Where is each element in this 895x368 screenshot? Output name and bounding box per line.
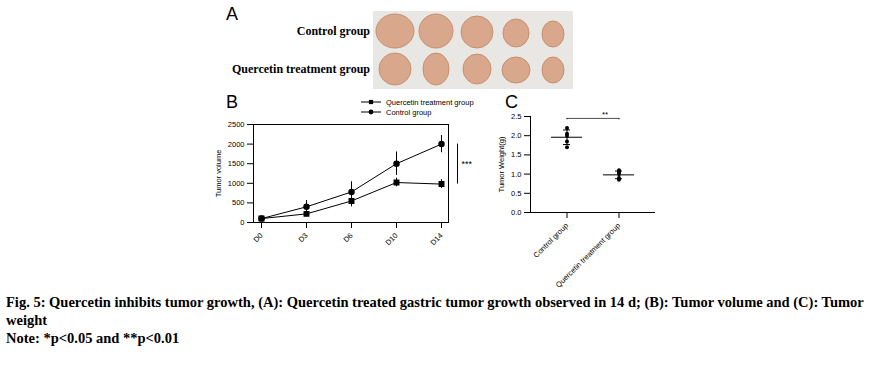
svg-text:D6: D6: [341, 231, 354, 244]
svg-text:Tumor volume: Tumor volume: [214, 150, 223, 198]
html-text:B: B: [226, 92, 238, 112]
svg-text:D14: D14: [429, 231, 445, 247]
html-text:Control group: Control group: [296, 24, 370, 38]
svg-text:**: **: [602, 110, 608, 119]
svg-text:Tumor Weight(g): Tumor Weight(g): [497, 136, 506, 192]
svg-text:Control group: Control group: [532, 221, 571, 260]
svg-text:2.0: 2.0: [511, 131, 521, 140]
svg-text:1500: 1500: [228, 159, 245, 168]
svg-text:***: ***: [462, 159, 473, 169]
svg-text:1000: 1000: [228, 179, 245, 188]
svg-text:0.5: 0.5: [511, 189, 521, 198]
svg-text:2000: 2000: [228, 140, 245, 149]
html-text:C: C: [505, 92, 518, 112]
html-text:Fig. 5: Quercetin inhibits tum: Fig. 5: Quercetin inhibits tumor growth,…: [6, 294, 864, 328]
svg-text:D0: D0: [251, 231, 264, 244]
svg-text:1.5: 1.5: [511, 150, 521, 159]
html-text:Control group: Control group: [386, 107, 432, 117]
html-text:Quercetin treatment group: Quercetin treatment group: [232, 62, 370, 76]
svg-text:1.0: 1.0: [511, 170, 521, 179]
html-text:A: A: [226, 4, 238, 24]
svg-text:Quercetin treatment group: Quercetin treatment group: [554, 221, 622, 289]
svg-text:0: 0: [240, 218, 244, 227]
svg-text:500: 500: [232, 198, 245, 207]
svg-text:D3: D3: [296, 231, 309, 244]
svg-text:D10: D10: [384, 231, 400, 247]
html-text:Note: *p<0.05 and **p<0.01: Note: *p<0.05 and **p<0.01: [6, 330, 180, 346]
html-text:Quercetin treatment group: Quercetin treatment group: [386, 97, 474, 107]
svg-text:2500: 2500: [228, 120, 245, 129]
svg-text:2.5: 2.5: [511, 112, 521, 121]
svg-text:0.0: 0.0: [511, 208, 521, 217]
